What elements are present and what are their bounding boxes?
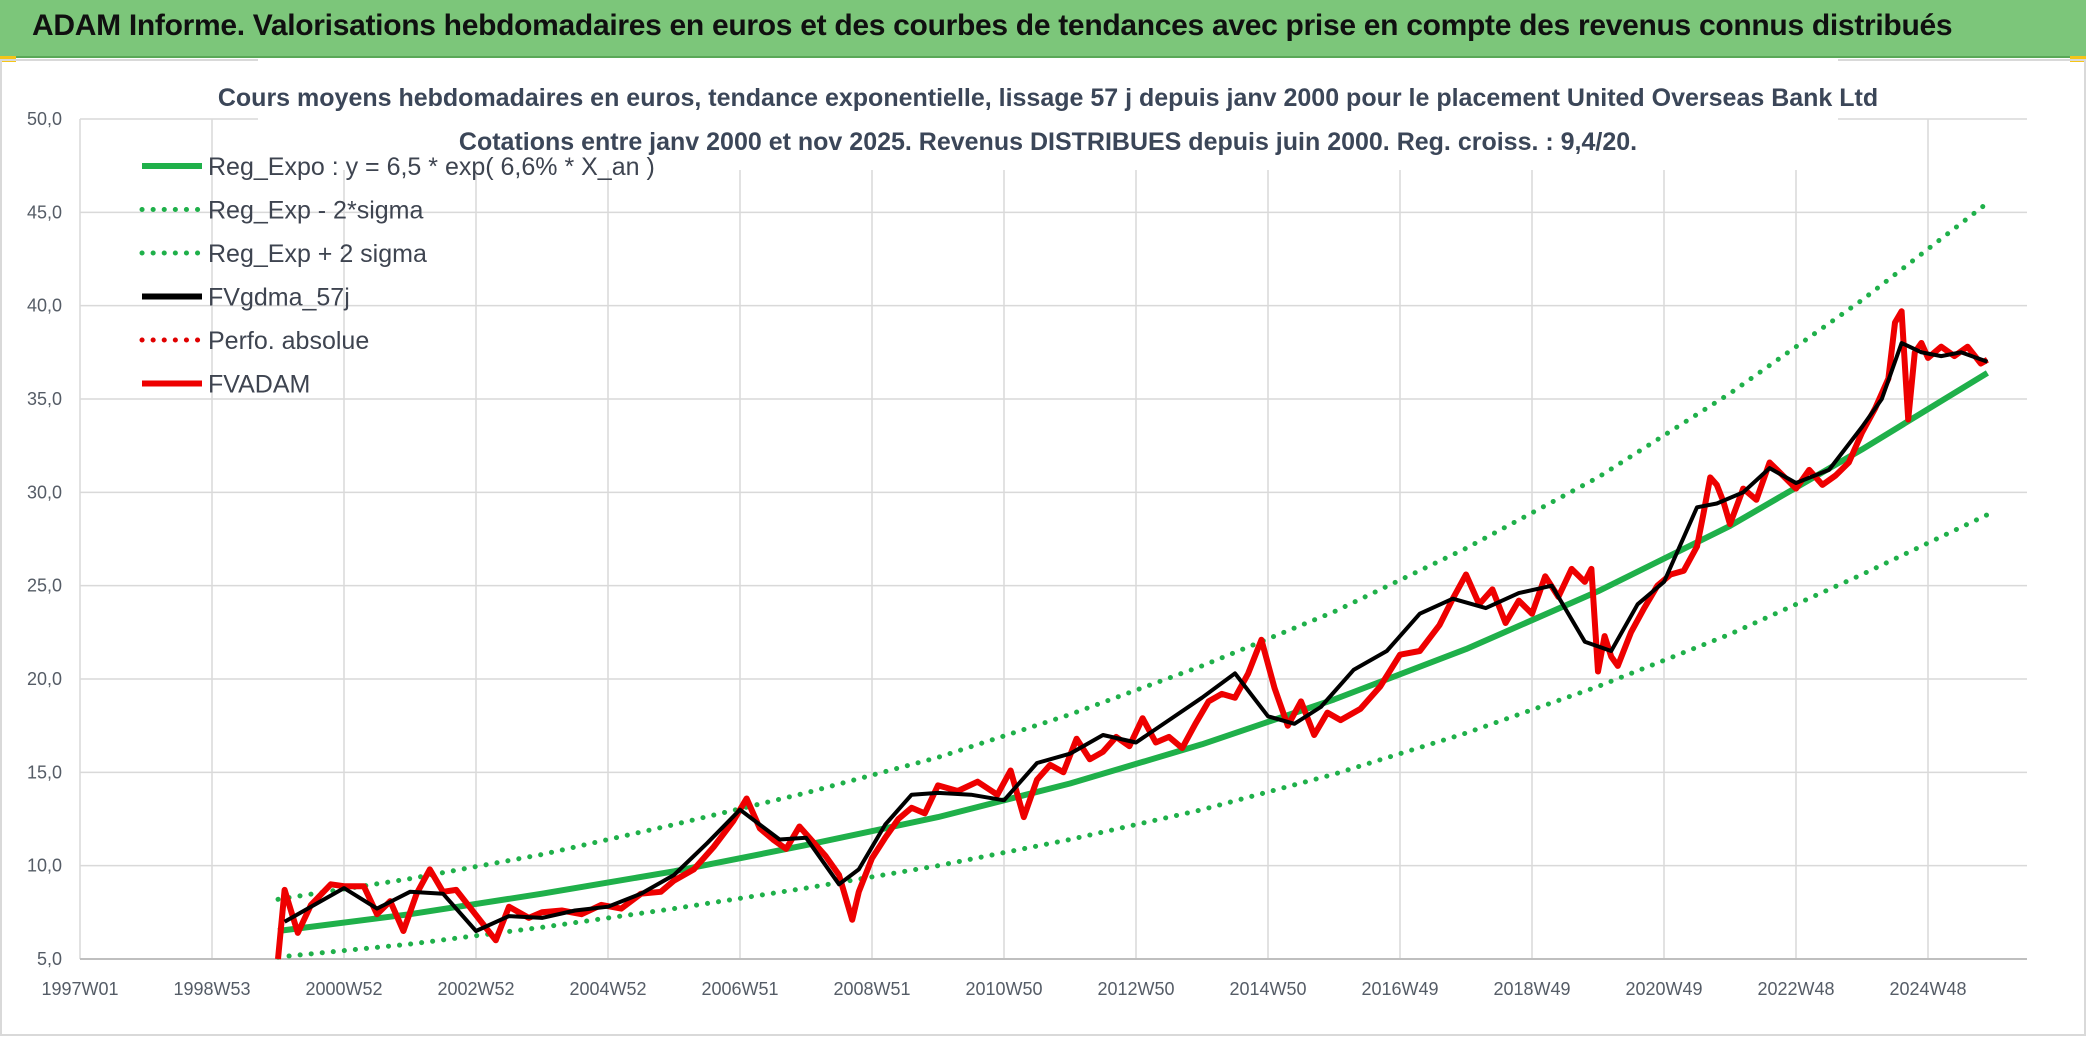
x-tick-label: 2004W52: [569, 979, 646, 999]
y-tick-label: 45,0: [27, 202, 62, 222]
chart-area: 5,0 10,0 15,0 20,0 25,0 30,0 35,0 40,0 45,0 50,0 …: [0, 58, 2086, 1037]
y-tick-label: 20,0: [27, 669, 62, 689]
legend-label: FVgdma_57j: [208, 284, 350, 312]
series-line-5: [275, 308, 1989, 960]
y-tick-label: 50,0: [27, 109, 62, 129]
price-chart: 5,010,015,020,025,030,035,040,045,050,0 …: [0, 58, 2086, 1036]
x-tick-label: 1998W53: [173, 979, 250, 999]
x-tick-label: 2006W51: [701, 979, 778, 999]
x-tick-label: 2020W49: [1625, 979, 1702, 999]
legend-label: Reg_Expo : y = 6,5 * exp( 6,6% * X_an ): [208, 153, 655, 181]
chart-title: Cours moyens hebdomadaires en euros, ten…: [218, 84, 1878, 112]
y-tick-label: 35,0: [27, 389, 62, 409]
x-tick-label: 2014W50: [1229, 979, 1306, 999]
y-tick-label: 10,0: [27, 856, 62, 876]
x-tick-label: 2010W50: [965, 979, 1042, 999]
legend-label: Perfo. absolue: [208, 327, 369, 355]
y-tick-label: 40,0: [27, 296, 62, 316]
x-tick-label: 2022W48: [1757, 979, 1834, 999]
x-tick-label: 2024W48: [1889, 979, 1966, 999]
title-background: [258, 58, 1838, 170]
report-banner: ADAM Informe. Valorisations hebdomadaire…: [0, 0, 2086, 58]
x-tick-label: 1997W01: [41, 979, 118, 999]
series-line-0: [277, 370, 1989, 934]
y-tick-label: 25,0: [27, 576, 62, 596]
series-line-3: [283, 341, 1989, 933]
y-tick-label: 5,0: [37, 949, 62, 969]
legend-label: Reg_Exp - 2*sigma: [208, 197, 423, 225]
x-tick-label: 2018W49: [1493, 979, 1570, 999]
x-tick-label: 2008W51: [833, 979, 910, 999]
x-tick-label: 2012W50: [1097, 979, 1174, 999]
legend-label: FVADAM: [208, 371, 310, 399]
y-tick-label: 30,0: [27, 482, 62, 502]
legend-label: Reg_Exp + 2 sigma: [208, 240, 427, 268]
x-tick-label: 2000W52: [305, 979, 382, 999]
chart-subtitle: Cotations entre janv 2000 et nov 2025. R…: [459, 128, 1637, 156]
x-tick-label: 2002W52: [437, 979, 514, 999]
y-tick-label: 15,0: [27, 762, 62, 782]
series-line-2: [275, 200, 1990, 902]
x-tick-label: 2016W49: [1361, 979, 1438, 999]
legend: Reg_Expo : y = 6,5 * exp( 6,6% * X_an ) R…: [139, 153, 655, 399]
series-line-1: [275, 512, 1990, 960]
report-title: ADAM Informe. Valorisations hebdomadaire…: [32, 9, 1953, 42]
